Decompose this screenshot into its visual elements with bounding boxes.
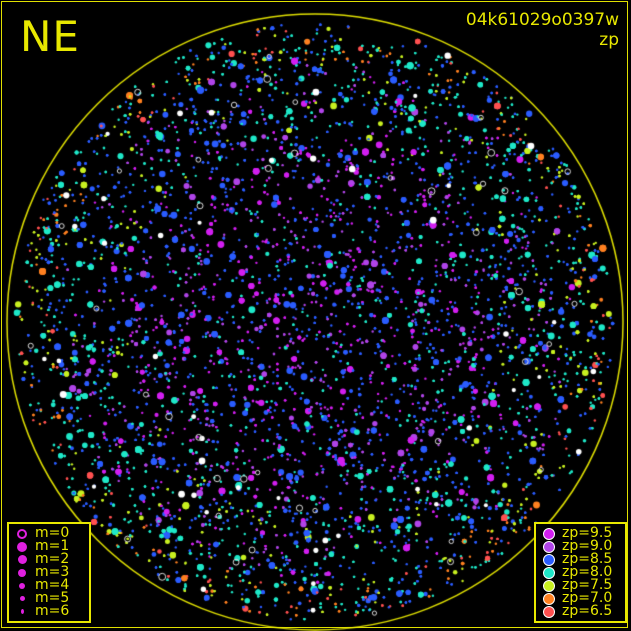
marker-size-symbol [15,568,29,577]
marker-size-symbol [15,541,29,552]
image-id: 04k61029o0397w [465,10,619,30]
marker-size-symbol [15,609,29,614]
plot-quantity: zp [599,30,619,50]
zeropoint-color-swatch [542,527,556,540]
magnitude-legend-entry: m=5 [15,590,83,606]
zeropoint-legend-entry: zp=7.5 [542,577,619,593]
magnitude-legend-entry: m=2 [15,551,83,567]
magnitude-legend-label: m=3 [35,564,70,580]
magnitude-legend-label: m=6 [35,603,70,619]
marker-size-symbol [15,596,29,601]
magnitude-legend-entry: m=4 [15,577,83,593]
marker-size-symbol [15,582,29,589]
zeropoint-legend-label: zp=8.0 [562,564,613,580]
magnitude-legend: m=0 m=1 m=2 m=3 m=4 m=5 m=6 [7,522,91,623]
marker-size-symbol [15,555,29,564]
magnitude-legend-entry: m=6 [15,603,83,619]
zeropoint-legend-entry: zp=9.0 [542,538,619,554]
zeropoint-legend-label: zp=9.0 [562,538,613,554]
zeropoint-color-swatch [542,579,556,592]
zeropoint-legend-entry: zp=9.5 [542,525,619,541]
zeropoint-legend-label: zp=7.0 [562,590,613,606]
marker-size-symbol [15,528,29,539]
zeropoint-legend-label: zp=9.5 [562,525,613,541]
magnitude-legend-label: m=0 [35,525,70,541]
zeropoint-legend-entry: zp=6.5 [542,603,619,619]
zeropoint-legend-entry: zp=8.0 [542,564,619,580]
zeropoint-color-swatch [542,605,556,618]
zeropoint-color-swatch [542,566,556,579]
image-id-header: 04k61029o0397w zp [466,10,619,50]
orientation-label: NE [20,12,80,61]
zeropoint-color-swatch [542,592,556,605]
magnitude-legend-label: m=2 [35,551,70,567]
magnitude-legend-entry: m=3 [15,564,83,580]
zeropoint-color-swatch [542,553,556,566]
zeropoint-legend-label: zp=6.5 [562,603,613,619]
magnitude-legend-label: m=1 [35,538,70,554]
magnitude-legend-entry: m=0 [15,525,83,541]
zeropoint-legend-label: zp=8.5 [562,551,613,567]
magnitude-legend-label: m=5 [35,590,70,606]
zeropoint-legend-label: zp=7.5 [562,577,613,593]
zeropoint-legend-entry: zp=8.5 [542,551,619,567]
zeropoint-legend-entry: zp=7.0 [542,590,619,606]
magnitude-legend-entry: m=1 [15,538,83,554]
zeropoint-color-swatch [542,540,556,553]
zeropoint-legend: zp=9.5 zp=9.0 zp=8.5 zp=8.0 zp=7.5 zp=7.0 zp=6… [534,522,627,623]
magnitude-legend-label: m=4 [35,577,70,593]
